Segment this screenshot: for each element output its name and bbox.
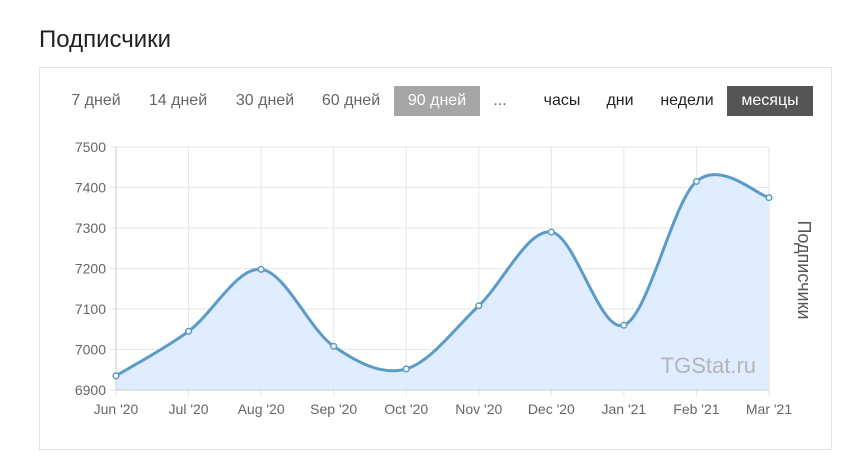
data-point xyxy=(765,194,773,202)
range-60-days-button[interactable]: 60 дней xyxy=(321,92,381,109)
x-tick-label: Dec '20 xyxy=(528,401,575,417)
data-point xyxy=(185,327,193,335)
range-14-days-button[interactable]: 14 дней xyxy=(148,92,208,109)
range-more-button[interactable]: ... xyxy=(493,92,507,109)
data-point xyxy=(330,342,338,350)
x-tick-label: Mar '21 xyxy=(746,401,792,417)
unit-days-button[interactable]: дни xyxy=(606,92,634,109)
range-30-days-button[interactable]: 30 дней xyxy=(235,92,295,109)
y-axis-label: Подписчики xyxy=(794,220,814,319)
watermark: TGStat.ru xyxy=(661,353,756,378)
x-tick-label: Jul '20 xyxy=(169,401,209,417)
x-tick-label: Jan '21 xyxy=(602,401,647,417)
y-tick-label: 6900 xyxy=(75,382,106,398)
unit-hours-button[interactable]: часы xyxy=(543,92,581,109)
data-point xyxy=(620,321,628,329)
y-tick-label: 7100 xyxy=(75,301,106,317)
unit-weeks-button[interactable]: недели xyxy=(660,92,714,109)
x-tick-label: Feb '21 xyxy=(673,401,719,417)
y-tick-label: 7500 xyxy=(75,139,106,155)
series-line xyxy=(115,173,770,378)
y-tick-label: 7300 xyxy=(75,220,106,236)
y-tick-label: 7400 xyxy=(75,180,106,196)
x-tick-label: Sep '20 xyxy=(310,401,357,417)
unit-months-button[interactable]: месяцы xyxy=(727,86,813,116)
data-point xyxy=(692,177,700,185)
data-point xyxy=(257,265,265,273)
data-point xyxy=(112,372,120,380)
page-title: Подписчики xyxy=(39,26,172,53)
data-point xyxy=(547,228,555,236)
x-tick-label: Nov '20 xyxy=(455,401,502,417)
y-tick-label: 7000 xyxy=(75,342,106,358)
range-90-days-button[interactable]: 90 дней xyxy=(394,86,480,116)
series-area xyxy=(116,174,769,390)
data-point xyxy=(402,365,410,373)
x-tick-label: Jun '20 xyxy=(94,401,139,417)
x-tick-label: Aug '20 xyxy=(238,401,285,417)
range-7-days-button[interactable]: 7 дней xyxy=(71,92,121,109)
y-tick-label: 7200 xyxy=(75,261,106,277)
x-tick-label: Oct '20 xyxy=(384,401,428,417)
data-point xyxy=(475,302,483,310)
